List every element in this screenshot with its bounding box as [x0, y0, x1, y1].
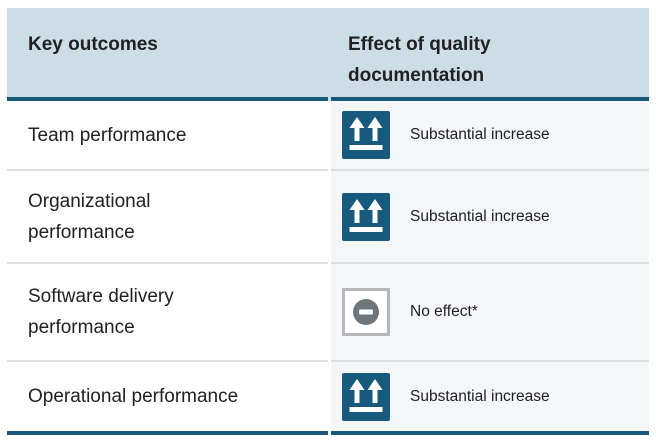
substantial-increase-icon [342, 372, 390, 421]
table-header-row: Key outcomes Effect of quality documenta… [7, 8, 649, 101]
outcome-label: Software delivery performance [28, 286, 174, 338]
no-effect-icon [342, 288, 390, 336]
outcome-label: Operational performance [28, 386, 239, 407]
effect-cell: Substantial increase [331, 101, 649, 171]
effect-label: Substantial increase [410, 207, 550, 225]
outcome-cell: Team performance [7, 101, 328, 171]
table-row: Software delivery performance No effect* [7, 264, 649, 362]
effect-label: Substantial increase [410, 387, 550, 405]
outcome-cell: Operational performance [7, 362, 328, 435]
effect-label: No effect* [410, 303, 478, 320]
effect-cell: Substantial increase [331, 362, 649, 435]
outcome-cell: Software delivery performance [7, 264, 328, 362]
substantial-increase-icon [342, 192, 390, 241]
header-cell-effect: Effect of quality documentation [331, 8, 649, 101]
header-cell-key-outcomes: Key outcomes [7, 8, 328, 101]
outcome-cell: Organizational performance [7, 171, 328, 264]
effect-cell: Substantial increase [331, 171, 649, 264]
column-header-key-outcomes: Key outcomes [28, 34, 158, 55]
table-row: Team performance Substantial increase [7, 101, 649, 171]
substantial-increase-icon [342, 111, 390, 159]
outcome-label: Team performance [28, 124, 187, 146]
outcome-label: Organizational performance [28, 190, 151, 243]
key-outcomes-table: Key outcomes Effect of quality documenta… [7, 8, 649, 435]
table-row: Organizational performance Substantial i… [7, 171, 649, 264]
table-row: Operational performance Substantial incr… [7, 362, 649, 435]
effect-cell: No effect* [331, 264, 649, 362]
column-header-effect: Effect of quality documentation [348, 34, 491, 86]
effect-label: Substantial increase [410, 126, 550, 143]
